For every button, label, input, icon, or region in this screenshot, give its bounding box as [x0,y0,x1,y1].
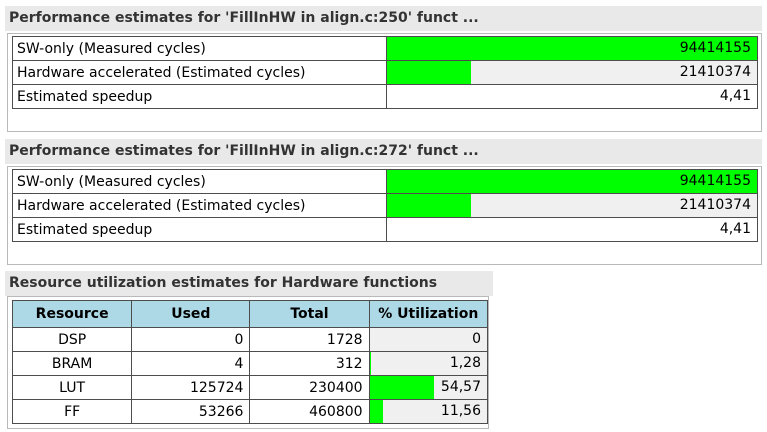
table-row: SW-only (Measured cycles) 94414155 [12,36,759,61]
bar-fill [369,400,384,423]
resource-utilization-cell: 54,57 [368,375,489,400]
table-row: BRAM 4 312 1,28 [11,351,489,376]
resource-utilization-value: 11,56 [440,403,481,419]
speedup-value: 4,41 [719,221,751,237]
resource-total: 1728 [249,327,370,352]
bar-fill [386,37,757,60]
sw-cycles-value: 94414155 [679,40,751,56]
resource-name: BRAM [11,351,133,376]
bar-track [369,328,487,351]
resource-utilization-cell: 1,28 [368,351,489,376]
row-label: Estimated speedup [12,84,387,109]
bar-fill [369,376,434,399]
sw-cycles-cell: 94414155 [385,36,759,61]
resource-total: 230400 [249,375,370,400]
resource-name: LUT [11,375,133,400]
table-row: Hardware accelerated (Estimated cycles) … [12,193,759,218]
bar-fill [369,352,372,375]
table-row: Hardware accelerated (Estimated cycles) … [12,60,759,85]
column-header-used[interactable]: Used [131,300,251,328]
resource-name: DSP [11,327,133,352]
bar-fill [386,194,471,217]
row-label: Hardware accelerated (Estimated cycles) [12,193,387,218]
row-label: Hardware accelerated (Estimated cycles) [12,60,387,85]
bar-fill [386,61,471,84]
perf-table-2: SW-only (Measured cycles) 94414155 Hardw… [12,169,759,242]
resource-utilization-value: 1,28 [449,355,481,371]
column-header-total[interactable]: Total [249,300,370,328]
speedup-value: 4,41 [719,88,751,104]
column-header-resource[interactable]: Resource [11,300,133,328]
bar-track [386,194,757,217]
resource-name: FF [11,399,133,424]
bar-fill [386,170,757,193]
resource-panel: Resource Used Total % Utilization DSP 0 … [7,296,489,429]
resource-used: 53266 [131,399,251,424]
bar-track [386,61,757,84]
resource-used: 125724 [131,375,251,400]
resource-utilization-value: 54,57 [440,379,481,395]
hw-cycles-value: 21410374 [679,64,751,80]
resource-section-title: Resource utilization estimates for Hardw… [5,271,493,296]
table-row: FF 53266 460800 11,56 [11,399,489,424]
perf-section-title-1: Performance estimates for 'FillInHW in a… [5,6,762,31]
row-label: SW-only (Measured cycles) [12,169,387,194]
bar-track [369,400,487,423]
resource-utilization-value: 0 [472,331,481,347]
sw-cycles-cell: 94414155 [385,169,759,194]
resource-utilization-cell: 0 [368,327,489,352]
speedup-cell: 4,41 [385,84,759,109]
bar-track [369,352,487,375]
table-row: LUT 125724 230400 54,57 [11,375,489,400]
row-label: Estimated speedup [12,217,387,242]
hw-cycles-cell: 21410374 [385,193,759,218]
table-header-row: Resource Used Total % Utilization [11,300,489,328]
resource-utilization-cell: 11,56 [368,399,489,424]
table-row: SW-only (Measured cycles) 94414155 [12,169,759,194]
row-label: SW-only (Measured cycles) [12,36,387,61]
hw-cycles-value: 21410374 [679,197,751,213]
resource-used: 4 [131,351,251,376]
table-row: DSP 0 1728 0 [11,327,489,352]
resource-total: 312 [249,351,370,376]
table-row: Estimated speedup 4,41 [12,217,759,242]
column-header-utilization[interactable]: % Utilization [368,300,489,328]
resource-table: Resource Used Total % Utilization DSP 0 … [11,300,489,424]
table-row: Estimated speedup 4,41 [12,84,759,109]
perf-table-1: SW-only (Measured cycles) 94414155 Hardw… [12,36,759,109]
perf-panel-1: SW-only (Measured cycles) 94414155 Hardw… [7,33,762,132]
perf-panel-2: SW-only (Measured cycles) 94414155 Hardw… [7,166,762,265]
resource-used: 0 [131,327,251,352]
hw-cycles-cell: 21410374 [385,60,759,85]
sw-cycles-value: 94414155 [679,173,751,189]
resource-total: 460800 [249,399,370,424]
speedup-cell: 4,41 [385,217,759,242]
perf-section-title-2: Performance estimates for 'FillInHW in a… [5,139,762,164]
